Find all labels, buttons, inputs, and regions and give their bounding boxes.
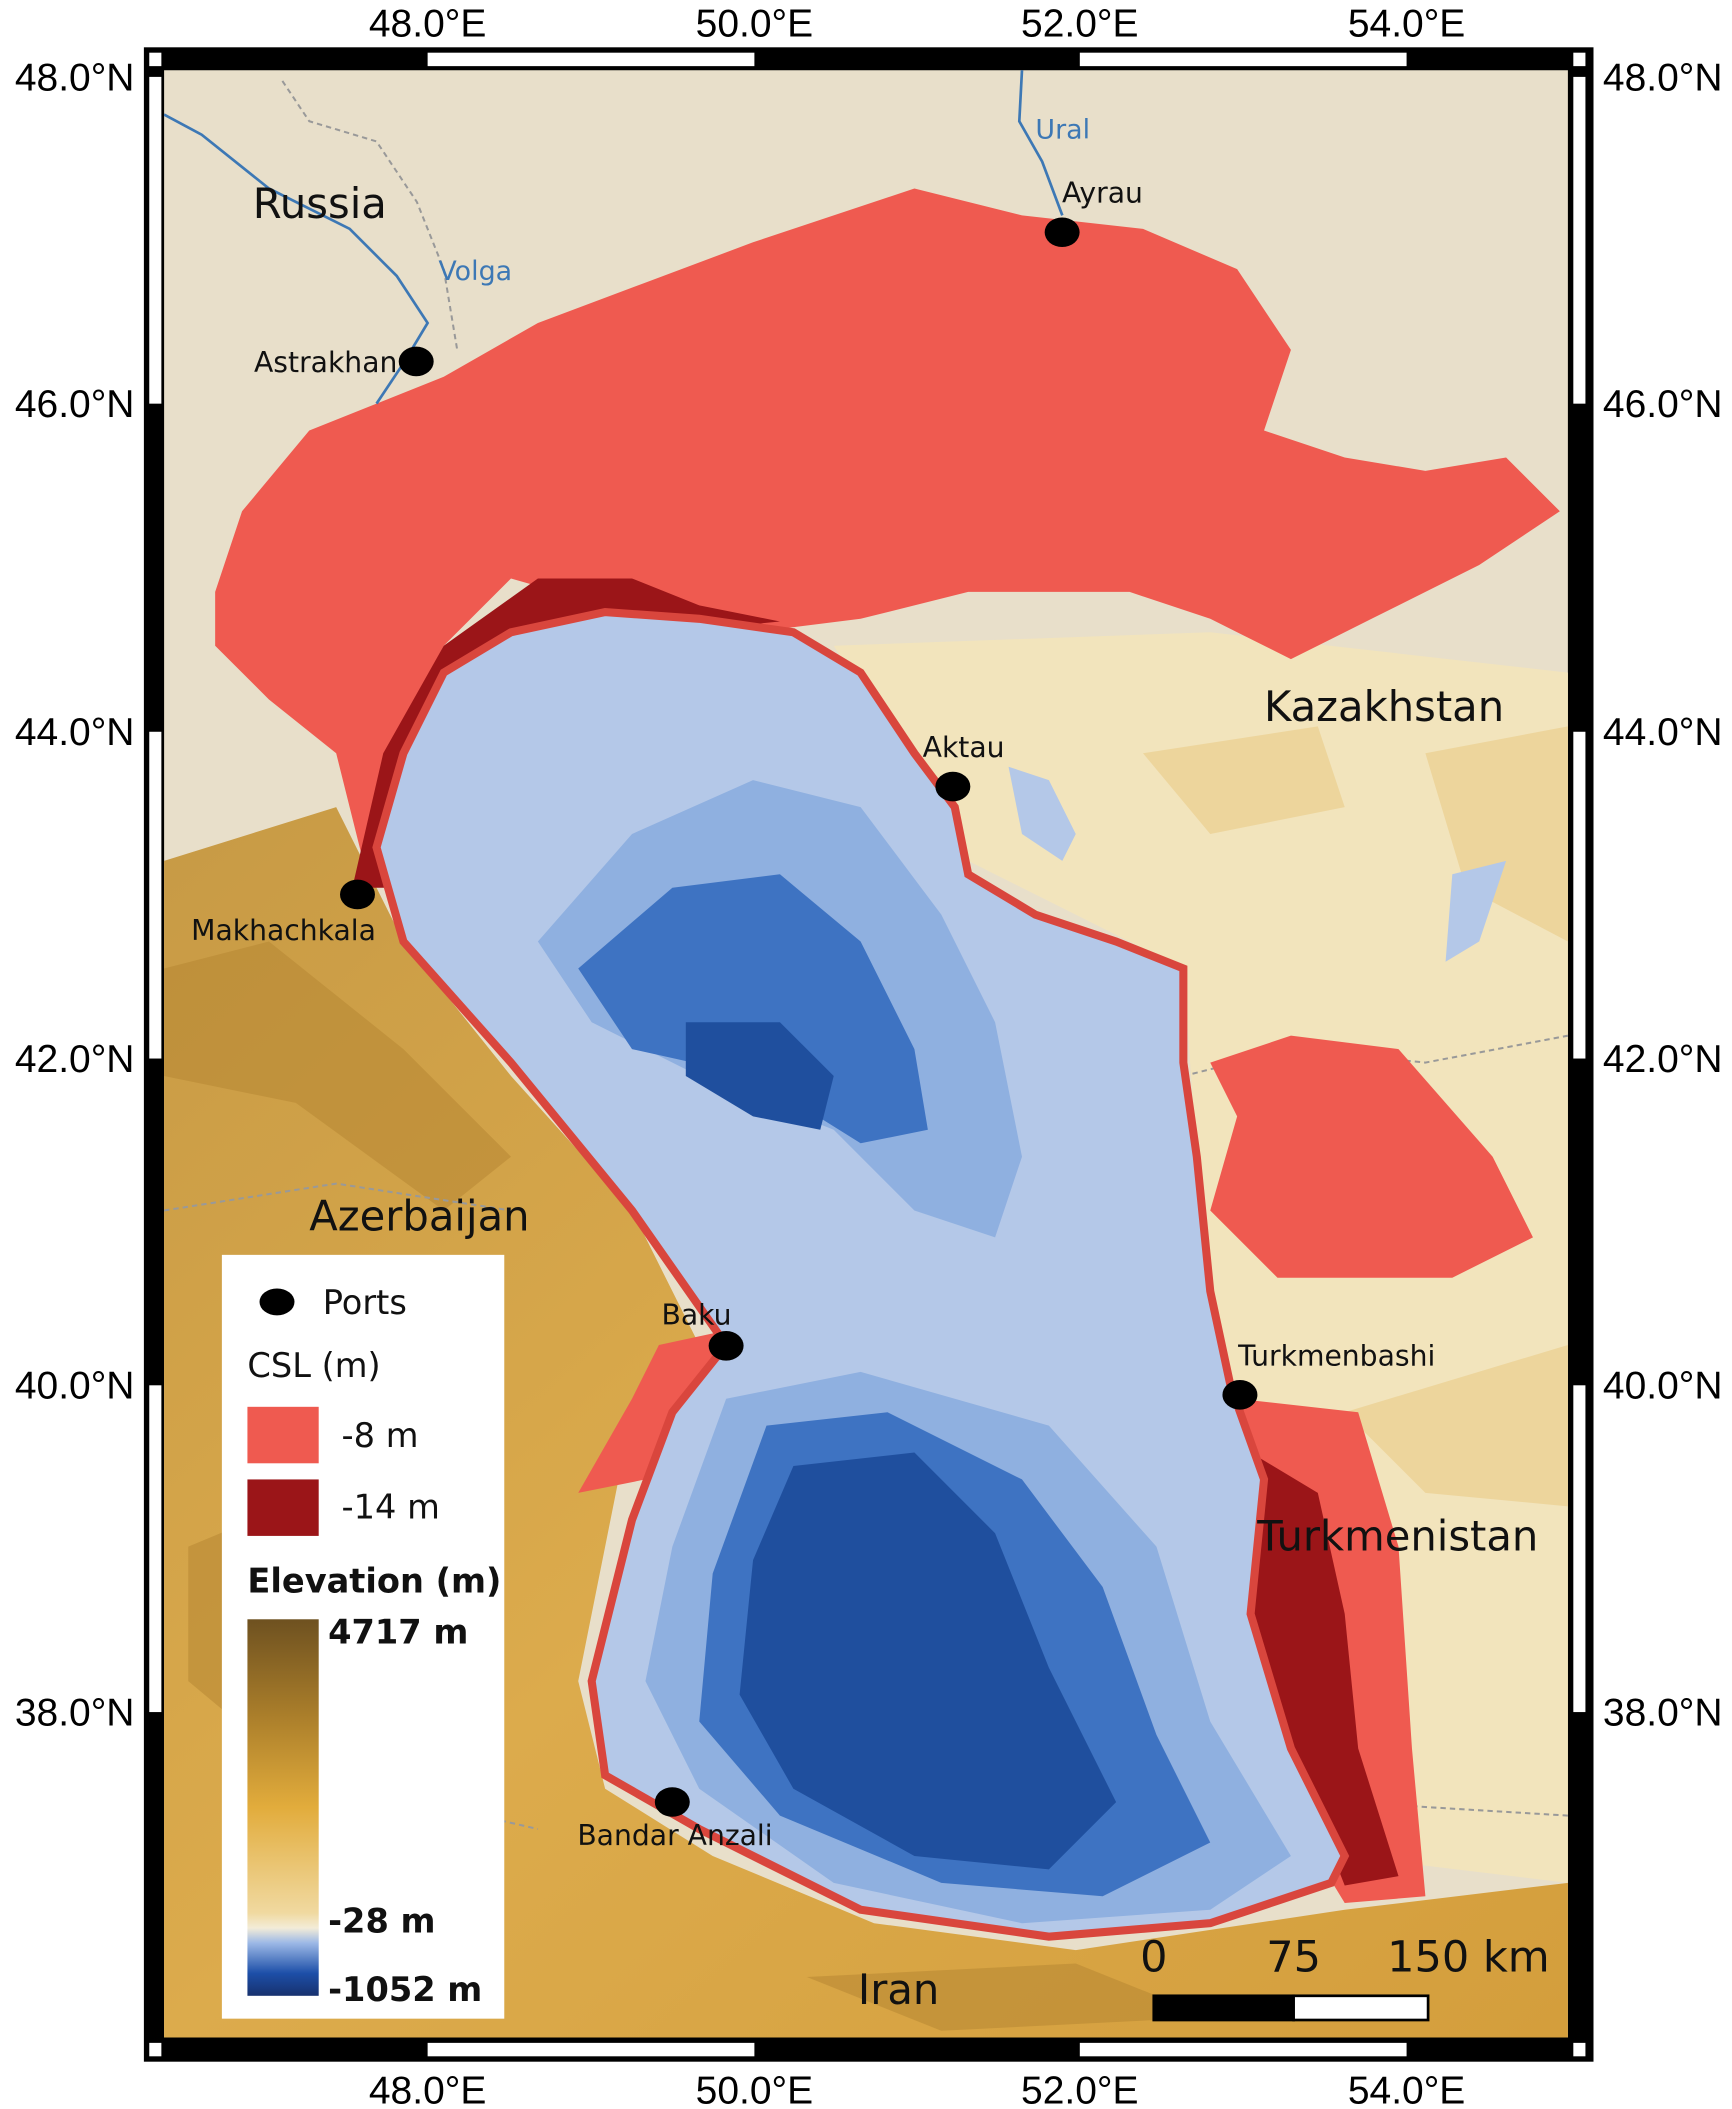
axis-top: 48.0°E 50.0°E 52.0°E 54.0°E xyxy=(369,3,1465,46)
label-volga: Volga xyxy=(438,256,512,287)
csl-8m-north xyxy=(215,188,1560,861)
label-russia: Russia xyxy=(253,179,387,228)
port-label: Turkmenbashi xyxy=(1237,1339,1435,1372)
tick-right-38n: 38.0°N xyxy=(1603,1692,1723,1735)
tick-right-46n: 46.0°N xyxy=(1603,383,1723,426)
legend-elevation-colorbar xyxy=(247,1619,319,1996)
tick-right-44n: 44.0°N xyxy=(1603,711,1723,754)
tick-top-52e: 52.0°E xyxy=(1021,3,1138,46)
ural-river xyxy=(1017,70,1064,216)
csl-14m-turkmen xyxy=(1250,1452,1399,1886)
port-label: Ayrau xyxy=(1062,177,1143,210)
port-marker xyxy=(340,879,375,910)
tick-bottom-48e: 48.0°E xyxy=(369,2069,486,2109)
sea-deepest-south xyxy=(739,1452,1117,1870)
port-label: Astrakhan xyxy=(254,346,397,379)
tick-left-40n: 40.0°N xyxy=(15,1365,135,1408)
legend-elevation-sea: -28 m xyxy=(328,1902,435,1941)
legend-csl-14-swatch xyxy=(247,1479,319,1536)
tick-top-54e: 54.0°E xyxy=(1348,3,1465,46)
sea-deepest-north xyxy=(685,1022,834,1130)
scale-label-150km: 150 km xyxy=(1387,1933,1550,1983)
label-azerbaijan: Azerbaijan xyxy=(309,1192,529,1241)
port-marker xyxy=(1044,217,1080,248)
tick-bottom-54e: 54.0°E xyxy=(1348,2069,1465,2109)
legend-ports-label: Ports xyxy=(323,1283,407,1322)
legend-csl-title: CSL (m) xyxy=(247,1346,380,1385)
port-label: Aktau xyxy=(923,731,1005,764)
tick-left-42n: 42.0°N xyxy=(15,1038,135,1081)
tick-left-46n: 46.0°N xyxy=(15,383,135,426)
label-kazakhstan: Kazakhstan xyxy=(1264,682,1504,731)
map-area xyxy=(164,70,1568,2038)
port-marker xyxy=(398,346,434,377)
port-marker xyxy=(1222,1380,1258,1410)
port-marker xyxy=(708,1330,744,1361)
port-label: Baku xyxy=(662,1298,732,1331)
mountain-ridges xyxy=(164,941,1211,2031)
sea-deep-north xyxy=(578,874,928,1144)
border-lines xyxy=(164,80,1568,1831)
tick-right-42n: 42.0°N xyxy=(1603,1038,1723,1081)
kazakh-lakes xyxy=(1008,766,1507,962)
legend-elevation-max: 4717 m xyxy=(328,1612,468,1651)
legend-elevation-min: -1052 m xyxy=(328,1970,482,2009)
legend-csl-8-swatch xyxy=(247,1406,319,1464)
tick-left-38n: 38.0°N xyxy=(15,1692,135,1735)
label-iran: Iran xyxy=(858,1965,939,2014)
tick-bottom-52e: 52.0°E xyxy=(1021,2069,1138,2109)
csl-14m-northwest xyxy=(352,578,780,888)
ports-layer: Ayrau Astrakhan Aktau Makhachkala Baku Turkme… xyxy=(191,177,1435,1852)
scale-label-75: 75 xyxy=(1266,1933,1321,1983)
axis-right: 48.0°N 46.0°N 44.0°N 42.0°N 40.0°N 38.0°… xyxy=(1603,56,1723,1734)
tick-left-44n: 44.0°N xyxy=(15,711,135,754)
port-marker xyxy=(654,1787,690,1817)
port-label: Makhachkala xyxy=(191,914,376,947)
legend-port-symbol xyxy=(259,1288,295,1316)
label-turkmenistan: Turkmenistan xyxy=(1256,1512,1538,1561)
tick-bottom-50e: 50.0°E xyxy=(696,2069,813,2109)
legend-elevation-title: Elevation (m) xyxy=(247,1561,501,1600)
scale-bar: 0 75 150 km xyxy=(1140,1933,1550,2022)
tick-top-50e: 50.0°E xyxy=(696,3,813,46)
label-ural: Ural xyxy=(1035,115,1090,146)
caucasus-iran-mountains xyxy=(164,807,1568,2038)
legend: Ports CSL (m) -8 m -14 m Elevation (m) 4… xyxy=(221,1254,505,2019)
csl-8m-garabogaz xyxy=(1210,1035,1533,1278)
tick-right-40n: 40.0°N xyxy=(1603,1365,1723,1408)
legend-csl-8-label: -8 m xyxy=(342,1416,419,1455)
tick-right-48n: 48.0°N xyxy=(1603,56,1723,99)
tick-top-48e: 48.0°E xyxy=(369,3,486,46)
axis-bottom: 48.0°E 50.0°E 52.0°E 54.0°E xyxy=(369,2069,1465,2109)
kazakh-uplands xyxy=(1143,726,1568,1507)
port-marker xyxy=(935,771,971,802)
tick-left-48n: 48.0°N xyxy=(15,56,135,99)
frame-checker xyxy=(149,52,1586,2057)
scale-label-0: 0 xyxy=(1140,1933,1167,1983)
axis-left: 48.0°N 46.0°N 44.0°N 42.0°N 40.0°N 38.0°… xyxy=(15,56,135,1734)
legend-csl-14-label: -14 m xyxy=(342,1487,440,1526)
port-label: Bandar Anzali xyxy=(577,1819,772,1852)
